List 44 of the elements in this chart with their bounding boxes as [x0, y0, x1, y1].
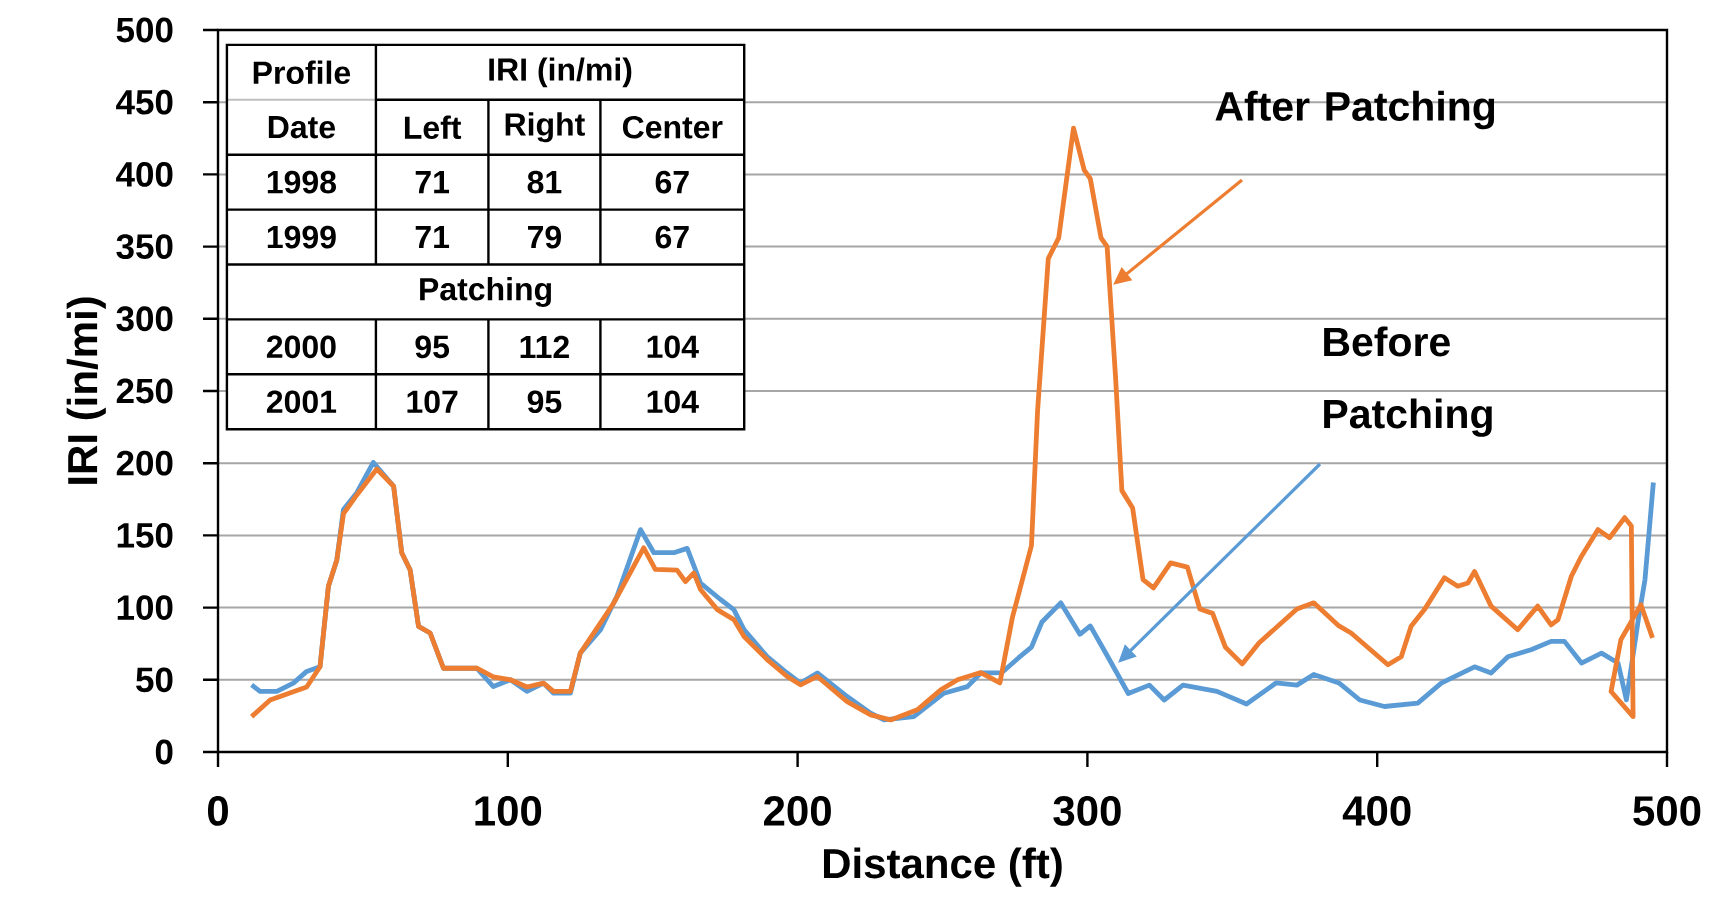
annotation: 2000 — [266, 335, 336, 359]
y-axis-title: IRI (in/mi) — [66, 297, 106, 484]
annotation: Profile — [253, 60, 351, 85]
annotation: 67 — [655, 225, 689, 249]
y-tick-label: 0 — [155, 739, 173, 765]
y-tick-label: 450 — [116, 89, 173, 115]
annotation: 1999 — [267, 225, 336, 249]
annotation: Before Patching — [1324, 326, 1492, 437]
y-tick-label: 500 — [116, 17, 173, 43]
annotation: 2001 — [266, 390, 337, 414]
x-tick-label: 200 — [764, 796, 831, 826]
annotation: Date — [268, 116, 335, 139]
annotation: Patching — [420, 276, 551, 307]
annotation: 95 — [415, 335, 450, 359]
annotation: 104 — [647, 390, 699, 414]
y-tick-label: 150 — [117, 523, 173, 548]
y-tick-label: 350 — [116, 234, 173, 260]
annotation: 95 — [527, 390, 562, 414]
annotation: 104 — [647, 335, 699, 359]
annotation: 112 — [520, 335, 569, 358]
y-tick-label: 400 — [116, 162, 173, 187]
y-tick-label: 50 — [136, 667, 173, 693]
y-tick-label: 250 — [116, 378, 173, 404]
annotation: Center — [622, 115, 723, 139]
y-tick-label: 100 — [117, 595, 173, 620]
annotation: 79 — [528, 225, 561, 249]
annotation: Right — [505, 112, 585, 143]
x-axis-title: Distance (ft) — [823, 847, 1062, 887]
x-tick-label: 300 — [1053, 796, 1121, 826]
annotation: IRI (in/mi) — [489, 57, 632, 88]
annotation: 67 — [655, 170, 689, 194]
annotation: 107 — [407, 390, 458, 414]
annotation: 1998 — [267, 170, 337, 194]
x-tick-label: 400 — [1342, 796, 1411, 826]
annotation: 81 — [527, 170, 562, 194]
annotation: Left — [404, 115, 462, 139]
y-tick-label: 200 — [116, 450, 173, 476]
x-tick-label: 100 — [475, 796, 542, 826]
y-tick-label: 300 — [116, 306, 173, 332]
annotation: 71 — [415, 226, 450, 249]
annotation: 71 — [415, 171, 450, 194]
x-tick-label: 0 — [207, 796, 228, 826]
x-tick-label: 500 — [1633, 796, 1701, 826]
annotation: After Patching — [1215, 90, 1495, 130]
